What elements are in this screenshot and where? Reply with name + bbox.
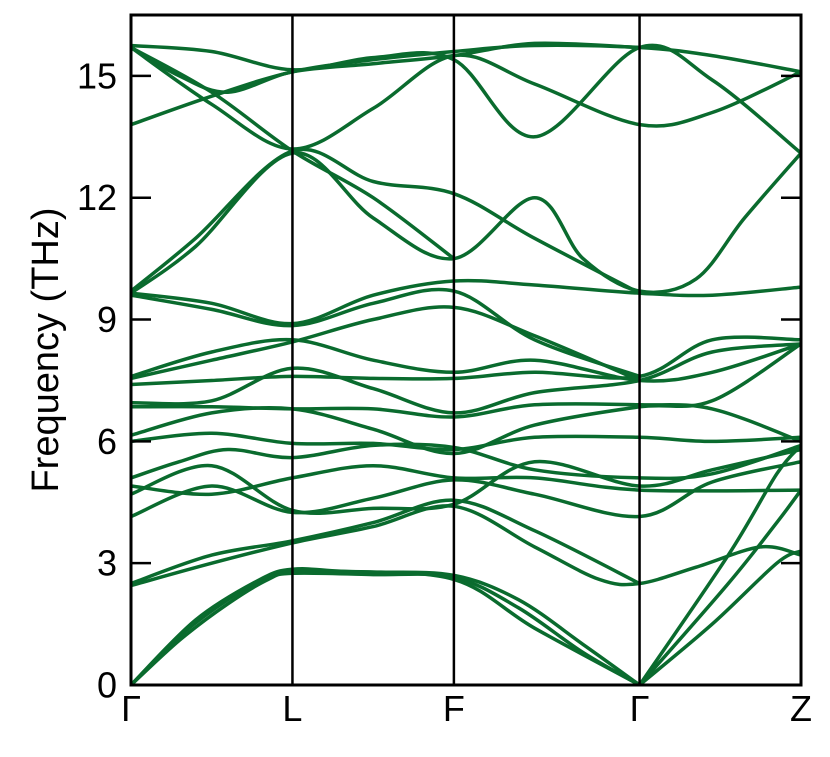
phonon-band-14 xyxy=(130,342,802,456)
phonon-band-2 xyxy=(129,569,641,687)
phonon-band-18 xyxy=(130,337,802,383)
phonon-band-11 xyxy=(130,463,802,497)
x-tick-label: F xyxy=(443,688,465,729)
y-tick-label: 3 xyxy=(97,543,117,584)
x-tick-label: L xyxy=(282,688,302,729)
x-tick-label: Γ xyxy=(630,688,650,729)
x-tick-label: Γ xyxy=(121,688,141,729)
y-tick-label: 0 xyxy=(97,665,117,706)
y-tick-label: 15 xyxy=(77,55,117,96)
phonon-band-26 xyxy=(129,46,802,151)
phonon-band-13 xyxy=(130,431,802,452)
high-symmetry-lines xyxy=(291,15,641,685)
phonon-band-3 xyxy=(129,567,641,687)
phonon-band-15 xyxy=(130,401,802,444)
phonon-band-21 xyxy=(130,278,802,326)
phonon-band-22 xyxy=(129,151,803,295)
phonon-band-23 xyxy=(129,147,641,295)
phonon-band-8 xyxy=(638,444,803,686)
phonon-band-17 xyxy=(130,335,802,387)
y-tick-label: 6 xyxy=(97,421,117,462)
x-tick-label: Z xyxy=(790,688,812,729)
phonon-band-20 xyxy=(130,287,641,379)
plot-frame xyxy=(129,13,803,687)
phonon-band-19 xyxy=(130,305,641,383)
y-tick-label: 12 xyxy=(77,177,117,218)
y-tick-label: 9 xyxy=(97,299,117,340)
phonon-band-4 xyxy=(130,504,802,588)
phonon-band-12 xyxy=(130,442,802,481)
y-axis-title: Frequency (THz) xyxy=(25,207,67,492)
phonon-band-27 xyxy=(130,43,803,155)
phonon-band-1 xyxy=(129,571,641,687)
y-axis: 0 3 6 9 12 15 xyxy=(77,55,801,706)
phonon-band-7 xyxy=(638,489,803,687)
phonon-band-5 xyxy=(130,498,641,586)
phonon-band-6 xyxy=(638,549,802,687)
dispersion-lines xyxy=(129,41,803,687)
